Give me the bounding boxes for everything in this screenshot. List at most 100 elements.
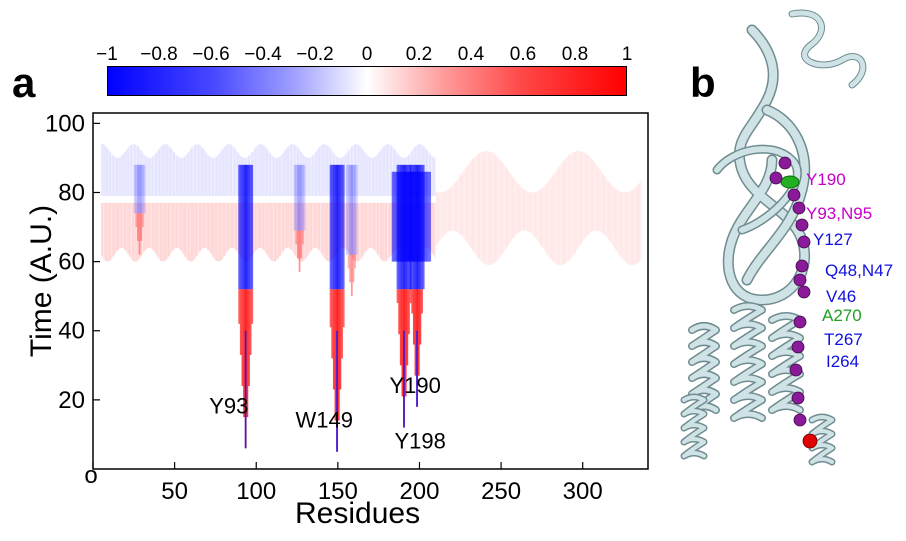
heat-cell: [548, 180, 551, 258]
heat-cell: [125, 149, 128, 196]
heat-cell: [585, 154, 588, 237]
heat-cell: [114, 157, 116, 196]
heat-cell: [243, 164, 245, 290]
heat-cell: [489, 151, 492, 265]
heat-cell: [181, 202, 183, 252]
heat-cell: [396, 171, 399, 262]
residue-label: A270: [822, 306, 862, 325]
heat-cell: [207, 202, 209, 250]
heat-cell: [288, 202, 291, 249]
heat-cell: [434, 202, 436, 258]
heat-cell: [558, 166, 560, 265]
heat-cell: [305, 202, 307, 259]
heat-cell: [124, 152, 126, 196]
heat-cell: [257, 144, 260, 196]
heat-cell: [566, 156, 569, 263]
heat-cell: [104, 202, 107, 261]
heat-cell: [300, 230, 303, 259]
heat-cell: [378, 151, 381, 196]
heat-cell: [509, 172, 511, 243]
heat-cell: [266, 202, 268, 255]
heat-cell: [460, 174, 462, 235]
heat-cell: [409, 289, 412, 304]
heat-cell: [589, 157, 591, 234]
heat-cell: [357, 202, 360, 262]
heat-cell: [416, 171, 419, 262]
heat-cell: [279, 202, 281, 257]
heat-cell: [238, 164, 241, 290]
heat-cell: [261, 144, 263, 196]
heat-cell: [417, 289, 420, 376]
heat-cell: [316, 202, 319, 249]
heat-cell: [603, 176, 606, 235]
heat-cell: [177, 202, 180, 249]
heat-cell: [416, 330, 418, 407]
heat-cell: [212, 202, 214, 257]
heat-cell: [528, 192, 531, 233]
heat-cell: [297, 147, 299, 196]
heat-cell: [362, 202, 365, 256]
heat-cell: [352, 254, 355, 283]
heat-cell: [283, 202, 286, 250]
heat-cell: [329, 164, 332, 290]
heat-cell: [179, 202, 182, 250]
heat-cell: [594, 162, 596, 231]
heat-cell: [352, 202, 355, 260]
heat-cell: [106, 202, 108, 262]
heat-cell: [510, 175, 513, 241]
terminal-sphere: [802, 433, 818, 449]
heat-cell: [205, 202, 208, 249]
heat-cell: [293, 164, 296, 231]
heat-cell: [202, 148, 205, 196]
heat-cell: [341, 289, 343, 359]
residue-annotation: Y198: [395, 428, 446, 453]
heat-cell: [476, 154, 479, 258]
heat-cell: [626, 192, 629, 264]
heat-cell: [411, 171, 414, 262]
heat-cell: [394, 171, 397, 262]
heat-cell: [479, 152, 482, 262]
x-tick-label: 200: [399, 478, 439, 505]
heat-cell: [422, 171, 425, 262]
heat-cell: [293, 144, 296, 196]
heat-cell: [403, 171, 405, 262]
heat-cell: [363, 151, 366, 196]
heat-cell: [199, 202, 201, 252]
heat-cell: [143, 164, 146, 214]
heat-cell: [458, 176, 461, 234]
colorbar-tick-label: 0.8: [561, 44, 589, 65]
heat-cell: [540, 188, 542, 246]
residue-label: T267: [824, 330, 863, 349]
residue-label: V46: [826, 287, 857, 306]
heat-cell: [181, 157, 183, 196]
heat-cell: [383, 145, 386, 196]
heat-cell: [295, 164, 298, 231]
heat-cell: [474, 155, 477, 256]
heat-cell: [432, 157, 435, 196]
heat-cell: [109, 202, 112, 261]
heat-cell: [440, 192, 443, 239]
heat-cell: [235, 149, 237, 196]
heat-cell: [172, 202, 175, 250]
heat-cell: [122, 202, 125, 249]
heat-cell: [362, 149, 365, 196]
heat-cell: [138, 148, 141, 196]
heat-cell: [584, 153, 587, 239]
heat-cell: [298, 149, 301, 196]
heat-cell: [339, 289, 342, 390]
heat-cell: [319, 202, 322, 253]
heat-cell: [607, 180, 609, 239]
heat-cell: [282, 152, 285, 196]
heat-cell: [346, 202, 348, 251]
heat-cell: [403, 330, 405, 428]
heat-cell: [141, 202, 144, 254]
heat-cell: [391, 171, 394, 262]
heat-cell: [246, 164, 249, 290]
heat-cell: [275, 202, 278, 261]
heat-cell: [316, 149, 319, 196]
heat-cell: [213, 157, 216, 196]
heat-cell: [636, 185, 639, 264]
heat-cell: [373, 157, 376, 196]
heat-cell: [332, 289, 335, 390]
heat-cell: [435, 191, 438, 246]
